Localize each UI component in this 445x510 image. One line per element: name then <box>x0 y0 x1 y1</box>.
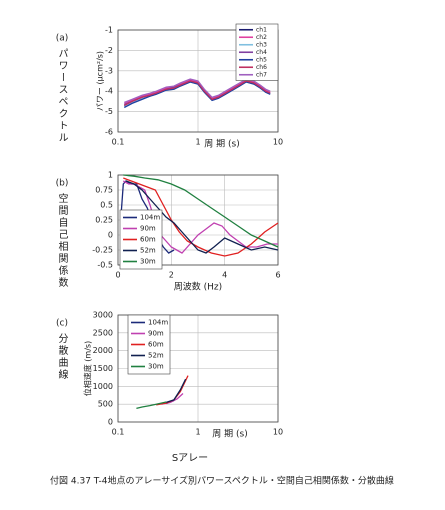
y-tick-label: -0.5 <box>97 261 113 270</box>
y-tick-label: 3000 <box>93 311 113 320</box>
y-tick-label: 0 <box>108 231 113 240</box>
y-tick-label: -2 <box>105 46 113 55</box>
x-tick-label: 0.1 <box>112 138 125 147</box>
legend-label: ch3 <box>256 41 267 48</box>
legend-label: 30m <box>140 258 156 266</box>
x-tick-label: 0.1 <box>112 428 125 437</box>
legend-label: 90m <box>148 330 164 338</box>
y-tick-label: 0.5 <box>100 201 113 210</box>
legend-label: ch1 <box>256 26 267 33</box>
side-label: 空間自己相関係数 <box>56 192 68 289</box>
series-line <box>125 180 279 254</box>
legend-label: 104m <box>148 319 168 327</box>
legend-label: ch4 <box>256 49 267 56</box>
series-line <box>120 180 175 254</box>
y-tick-label: 1500 <box>93 364 113 373</box>
y-tick-label: -6 <box>105 128 113 137</box>
y-tick-label: 0.75 <box>95 186 113 195</box>
y-axis-label: 位相速度 (m/s) <box>83 341 93 396</box>
panel-label: (a) <box>56 34 69 44</box>
x-tick-label: 6 <box>275 271 280 280</box>
y-axis-label: パワー (μcm²/s) <box>96 51 105 111</box>
legend-label: ch6 <box>256 64 267 71</box>
x-axis-label: 周波数 (Hz) <box>174 281 222 293</box>
series-line <box>136 401 167 410</box>
plot-frame <box>117 174 279 266</box>
plot-frame <box>117 314 279 423</box>
side-label: 分散曲線 <box>56 333 68 381</box>
x-axis-label: 周 期 (s) <box>212 429 247 440</box>
series-line <box>123 80 271 107</box>
series-line <box>165 378 187 404</box>
y-tick-label: 500 <box>98 400 113 409</box>
y-tick-label: 1 <box>108 171 113 180</box>
y-tick-label: -1 <box>105 26 113 35</box>
y-tick-label: -0.25 <box>92 246 113 255</box>
figure-label: Sアレー <box>172 453 208 464</box>
x-tick-label: 0 <box>115 271 120 280</box>
y-tick-label: -5 <box>105 107 113 116</box>
x-axis-label: 周 期 (s) <box>204 139 239 150</box>
y-tick-label: -3 <box>105 66 113 75</box>
series-line <box>123 81 271 109</box>
legend-label: 90m <box>140 225 156 233</box>
y-tick-label: 1000 <box>93 382 113 391</box>
legend-label: 52m <box>140 247 156 255</box>
legend-label: 60m <box>148 341 164 349</box>
legend-label: 52m <box>148 352 164 360</box>
legend-label: ch2 <box>256 34 267 41</box>
series-line <box>122 180 278 254</box>
caption: 付図 4.37 T-4地点のアレーサイズ別パワースペクトル・空間自己相関係数・分… <box>50 475 394 487</box>
panel-label: (c) <box>56 319 68 329</box>
legend-label: ch5 <box>256 56 267 63</box>
y-tick-label: 2000 <box>93 346 113 355</box>
x-tick-label: 10 <box>273 428 283 437</box>
legend-label: 30m <box>148 363 164 371</box>
y-tick-label: 2500 <box>93 328 113 337</box>
y-tick-label: -4 <box>105 87 113 96</box>
x-tick-label: 2 <box>169 271 174 280</box>
series-line <box>123 174 279 248</box>
series-line <box>123 177 279 257</box>
x-tick-label: 10 <box>273 138 283 147</box>
x-tick-label: 1 <box>195 428 200 437</box>
y-tick-label: 0 <box>108 418 113 427</box>
plot-frame <box>117 29 279 133</box>
x-tick-label: 4 <box>222 271 227 280</box>
x-tick-label: 1 <box>195 138 200 147</box>
legend-label: ch7 <box>256 71 267 78</box>
y-tick-label: 0.25 <box>95 216 113 225</box>
side-label: パワースペクトル <box>56 48 68 144</box>
legend-label: 60m <box>140 236 156 244</box>
legend-label: 104m <box>140 214 160 222</box>
panel-label: (b) <box>56 179 69 189</box>
